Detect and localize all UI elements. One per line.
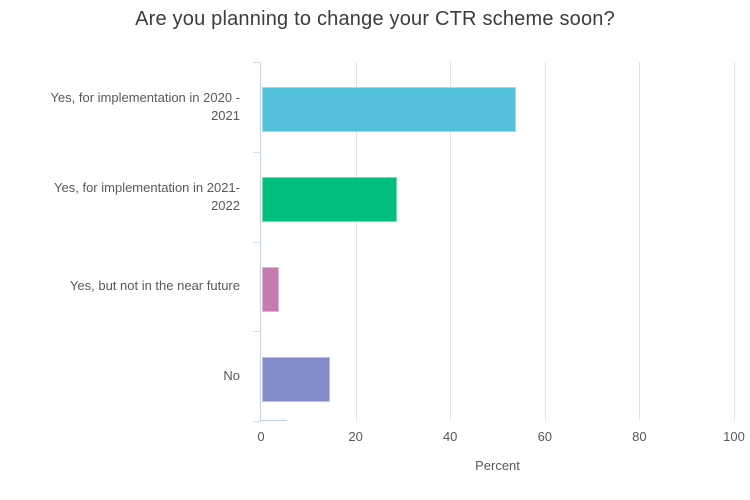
bar-3	[262, 266, 280, 312]
y-axis-line	[260, 62, 261, 421]
x-tick-label-100: 100	[723, 429, 745, 444]
x-tick-label-40: 40	[442, 429, 458, 444]
x-tick-label-80: 80	[632, 429, 647, 444]
category-label-2: Yes, for implementation in 2021- 2022	[0, 152, 240, 242]
bar-2	[262, 177, 398, 223]
gridline-60	[544, 62, 546, 421]
category-label-3: Yes, but not in the near future	[0, 242, 240, 332]
y-axis-tick	[253, 62, 261, 63]
category-label-line: Yes, but not in the near future	[69, 278, 240, 294]
chart-title: Are you planning to change your CTR sche…	[135, 8, 615, 30]
gridline-80	[639, 62, 641, 421]
category-label-line: Yes, for implementation in 2021-	[54, 179, 240, 195]
x-axis-corner-line	[261, 420, 287, 421]
gridline-20	[355, 62, 357, 421]
y-axis-tick	[253, 331, 261, 332]
bar-4	[262, 356, 330, 402]
x-axis-tick-labels: 0 20 40 60 80 100	[257, 429, 744, 445]
gridline-40	[450, 62, 452, 421]
x-tick-label-60: 60	[537, 429, 553, 444]
category-label-line: Yes, for implementation in 2020 -	[50, 89, 240, 105]
category-label-line: 2022	[211, 197, 240, 213]
y-axis-tick	[253, 242, 261, 243]
x-tick-label-20: 20	[348, 429, 363, 444]
y-axis-tick	[253, 152, 261, 153]
bar-1	[262, 87, 516, 133]
category-label-4: No	[0, 331, 240, 421]
gridline-100	[734, 62, 735, 421]
y-axis-tick	[253, 421, 261, 422]
category-label-line: No	[223, 368, 240, 384]
category-label-line: 2021	[211, 107, 240, 123]
x-axis-title: Percent	[475, 458, 520, 473]
category-label-1: Yes, for implementation in 2020 - 2021	[0, 62, 240, 152]
x-tick-label-0: 0	[257, 429, 265, 444]
plot-area	[253, 62, 735, 422]
